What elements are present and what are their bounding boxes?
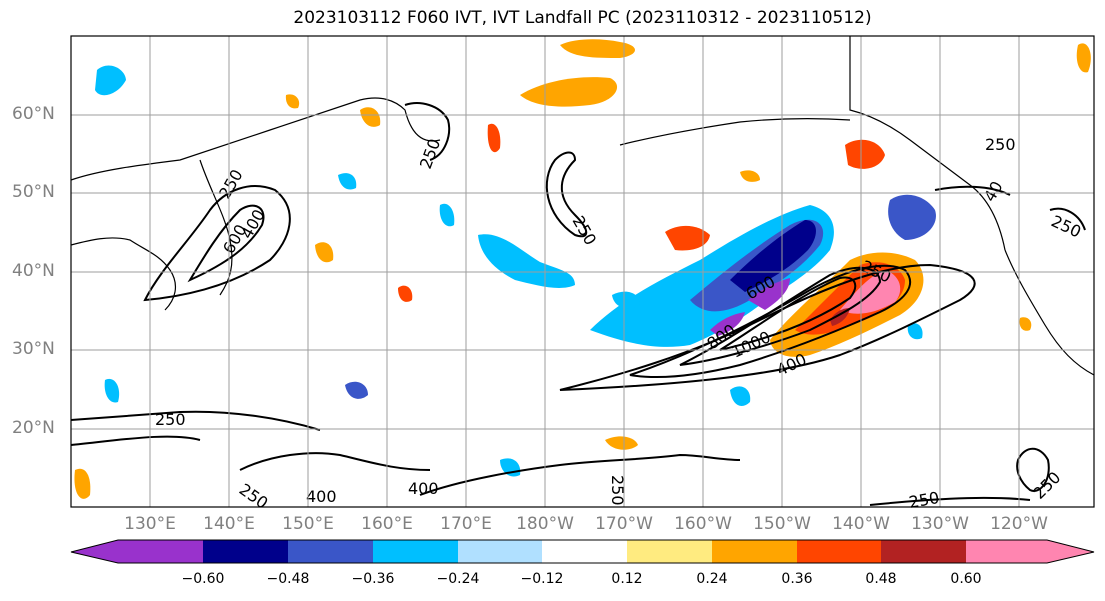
lon-label: 160°E: [361, 514, 413, 534]
contour-label: 250: [985, 135, 1016, 154]
contour-label: 400: [408, 479, 439, 498]
lat-label: 30°N: [12, 339, 55, 359]
contour-label: 250: [608, 475, 627, 506]
lon-label: 140°E: [203, 514, 255, 534]
lat-label: 50°N: [12, 182, 55, 202]
lon-label: 130°E: [124, 514, 176, 534]
lon-label: 150°W: [753, 514, 811, 534]
colorbar-max-arrow: [1047, 540, 1094, 563]
colorbar-swatch: [627, 540, 712, 563]
colorbar-swatch: [712, 540, 797, 563]
lon-label: 170°W: [595, 514, 653, 534]
colorbar-tick-label: 0.24: [696, 571, 728, 587]
colorbar-swatch: [373, 540, 458, 563]
colorbar: [70, 539, 1095, 564]
colorbar-swatch: [966, 540, 1047, 563]
coastlines: [70, 36, 1095, 376]
colorbar-swatch: [288, 540, 373, 563]
lon-label: 120°W: [990, 514, 1048, 534]
colorbar-swatch: [203, 540, 288, 563]
contour-label: 250: [155, 410, 186, 429]
colorbar-tick-label: −0.48: [266, 571, 310, 587]
lon-label: 150°E: [282, 514, 334, 534]
colorbar-swatch: [458, 540, 542, 563]
contour-label: 250: [907, 488, 940, 512]
colorbar-swatch: [881, 540, 966, 563]
colorbar-swatch: [542, 540, 627, 563]
colorbar-tick-label: 0.12: [611, 571, 643, 587]
lon-label: 130°W: [911, 514, 969, 534]
colorbar-tick-label: 0.48: [865, 571, 897, 587]
colorbar-tick-label: −0.36: [351, 571, 395, 587]
lat-label: 40°N: [12, 261, 55, 281]
colorbar-outline: [70, 539, 1095, 564]
map-border: [70, 35, 1095, 508]
contour-label: 400: [306, 487, 337, 506]
colorbar-tick-label: 0.36: [781, 571, 813, 587]
lon-label: 170°E: [440, 514, 492, 534]
ivt-shading: [74, 39, 1091, 499]
lon-label: 180°W: [516, 514, 574, 534]
graticule: [71, 36, 1094, 507]
lon-label: 160°W: [674, 514, 732, 534]
colorbar-min-arrow: [71, 540, 118, 563]
colorbar-swatch: [118, 540, 203, 563]
ivt-contours: [70, 102, 1086, 506]
lat-label: 20°N: [12, 418, 55, 438]
lon-label: 140°W: [832, 514, 890, 534]
colorbar-tick-label: −0.60: [181, 571, 225, 587]
lat-label: 60°N: [12, 104, 55, 124]
colorbar-tick-label: 0.60: [950, 571, 982, 587]
colorbar-swatch: [797, 540, 881, 563]
map-title: 2023103112 F060 IVT, IVT Landfall PC (20…: [293, 8, 872, 28]
colorbar-tick-label: −0.12: [520, 571, 564, 587]
colorbar-tick-label: −0.24: [436, 571, 480, 587]
